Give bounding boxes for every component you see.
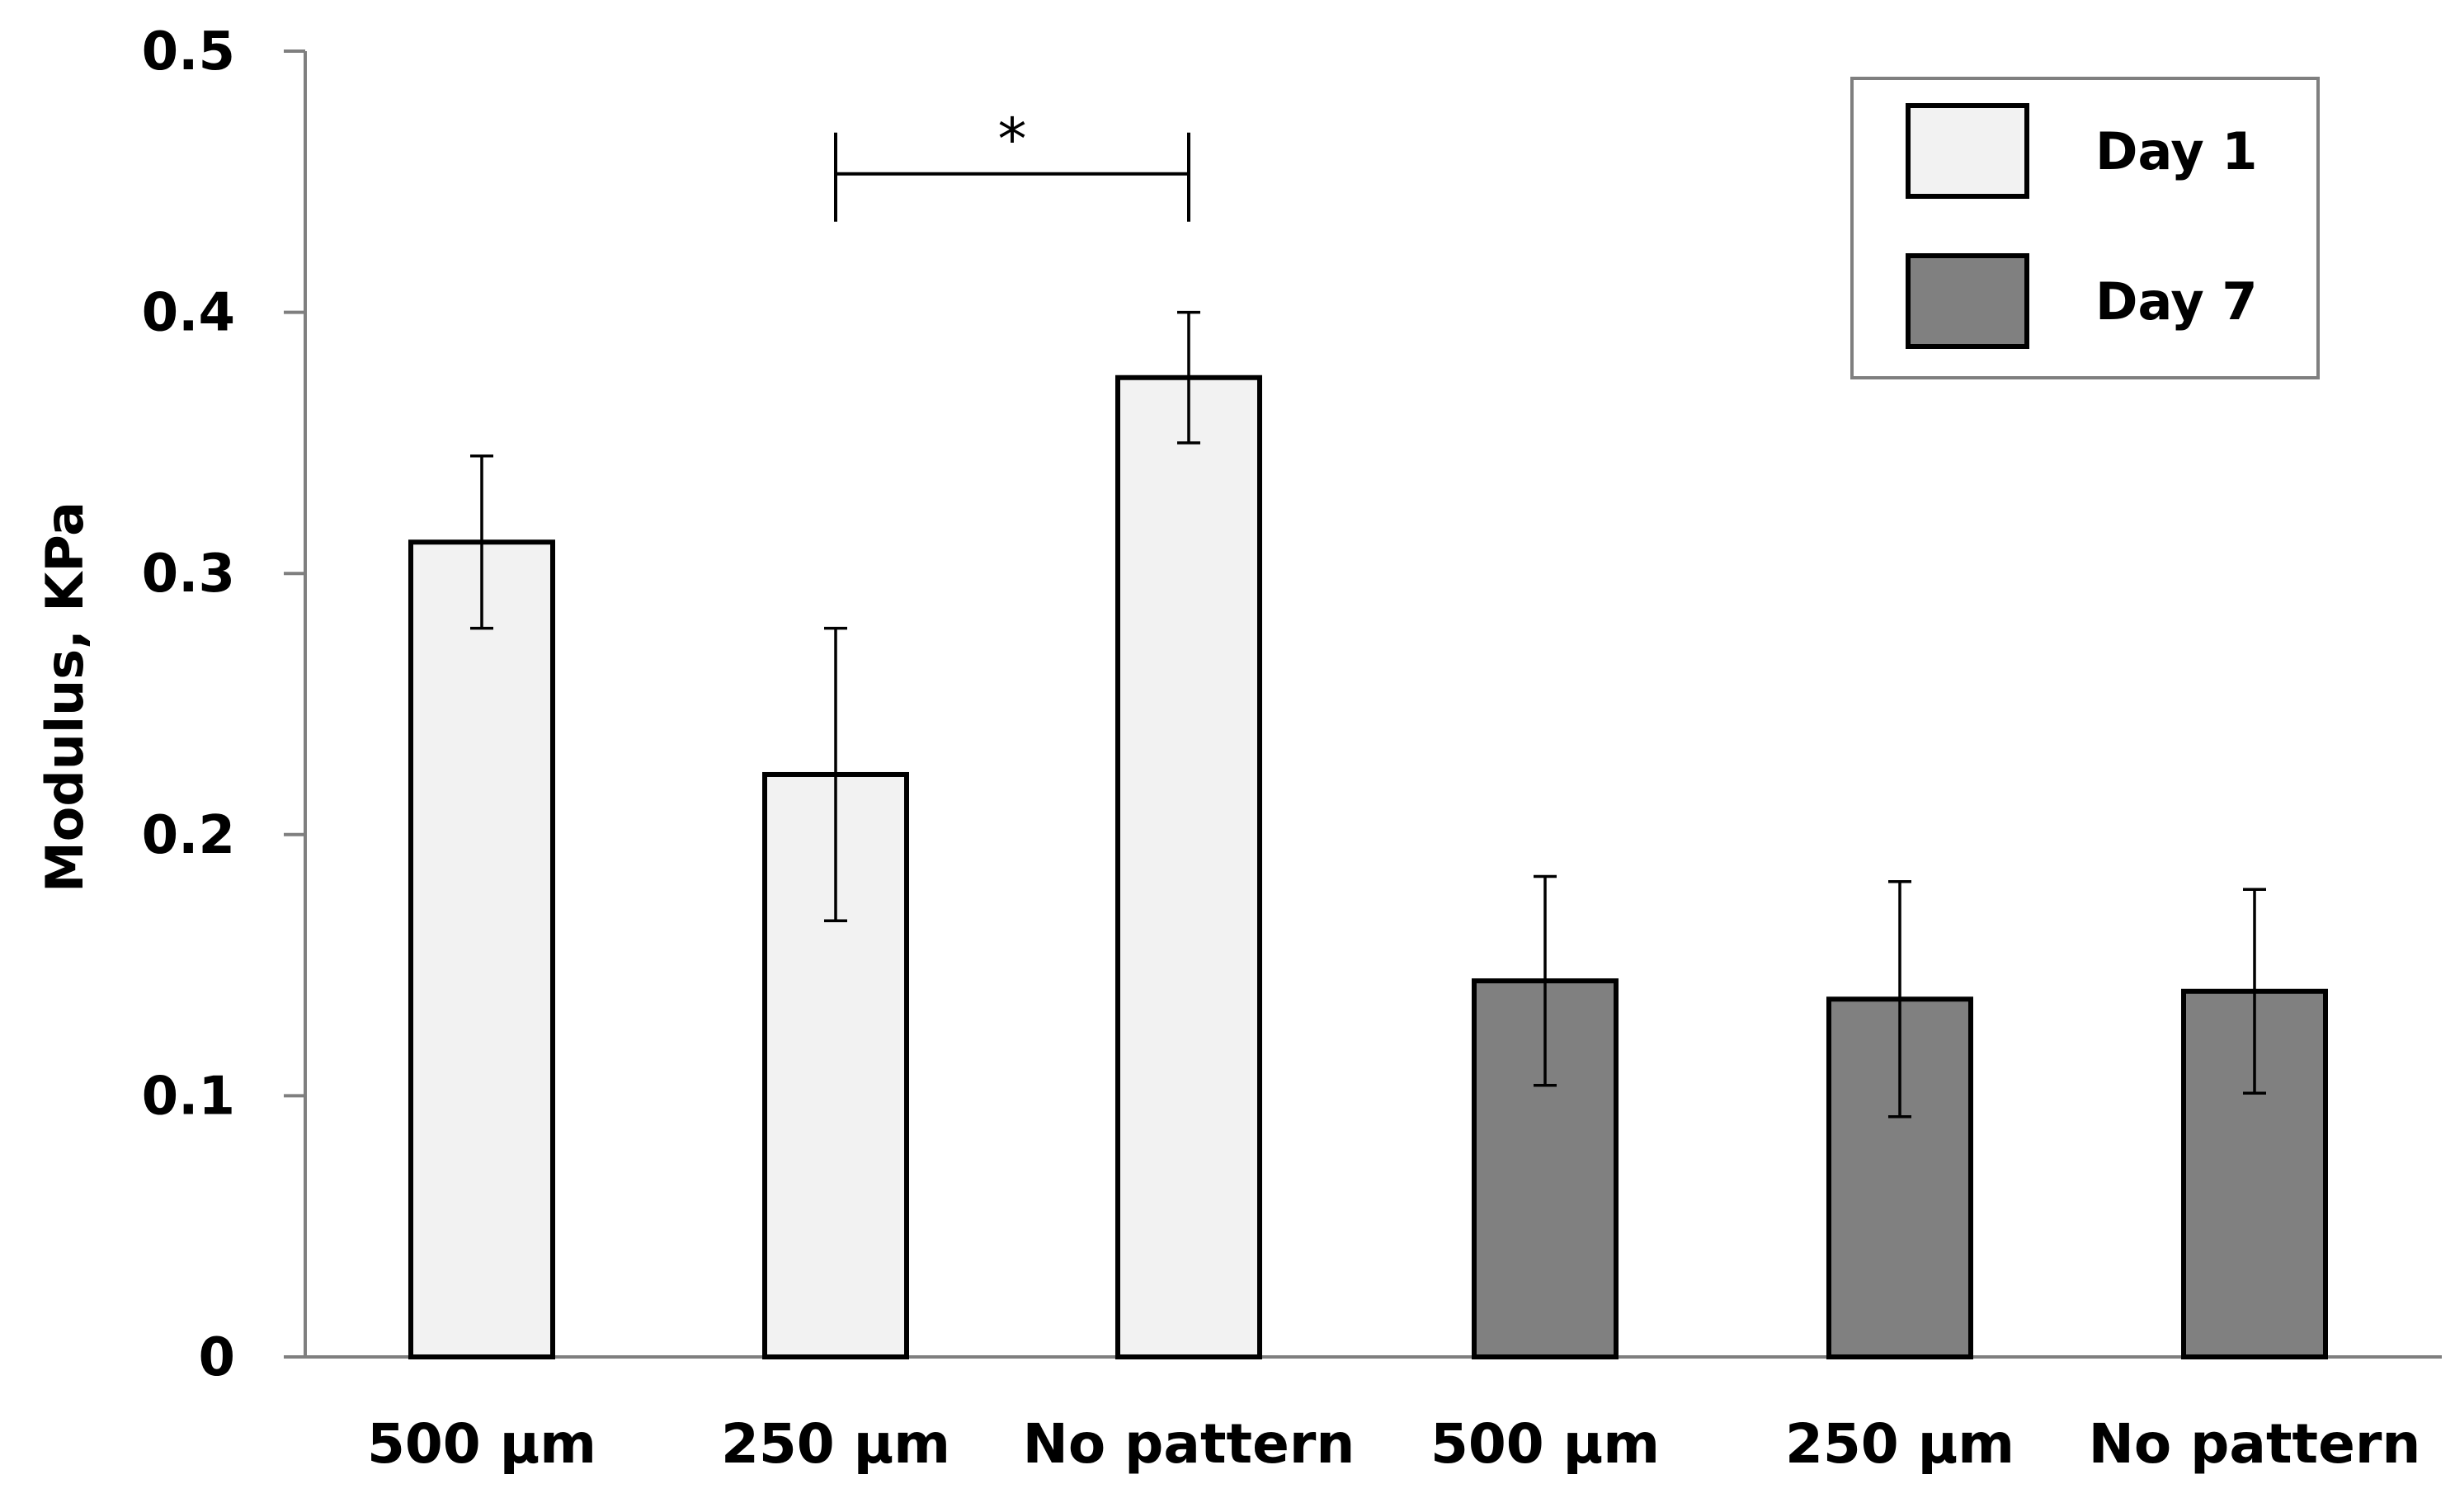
y-tick-label: 0.5 bbox=[142, 21, 235, 82]
x-category-label: No pattern bbox=[2089, 1412, 2421, 1476]
y-tick-label: 0.4 bbox=[142, 283, 235, 344]
bars-layer bbox=[408, 374, 2328, 1360]
x-category-label: No pattern bbox=[1023, 1412, 1355, 1476]
legend-swatch-day1 bbox=[1906, 103, 2029, 199]
bar-day1-0 bbox=[408, 539, 555, 1359]
category-labels: 500 µm 250 µm No pattern 500 µm 250 µm No pat… bbox=[367, 1412, 2420, 1476]
y-axis-title: Modulus, KPa bbox=[35, 502, 95, 893]
x-category-label: 500 µm bbox=[1430, 1412, 1660, 1476]
bar-day1-2 bbox=[1115, 374, 1262, 1359]
legend-label-day1: Day 1 bbox=[2095, 121, 2258, 181]
legend-swatch-day7 bbox=[1906, 253, 2029, 349]
y-tick-label: 0.3 bbox=[142, 544, 235, 605]
x-category-label: 500 µm bbox=[367, 1412, 596, 1476]
significance-star: * bbox=[998, 106, 1027, 173]
legend: Day 1 Day 7 bbox=[1850, 77, 2320, 379]
y-tick-label: 0 bbox=[198, 1327, 235, 1388]
error-bars-layer bbox=[470, 310, 2266, 1119]
y-axis: 0 0.1 0.2 0.3 0.4 0.5 bbox=[142, 21, 307, 1388]
legend-label-day7: Day 7 bbox=[2095, 271, 2258, 332]
significance-layer: * bbox=[834, 106, 1190, 222]
x-category-label: 250 µm bbox=[1785, 1412, 2014, 1476]
y-tick-label: 0.2 bbox=[142, 805, 235, 866]
x-category-label: 250 µm bbox=[721, 1412, 950, 1476]
y-tick-label: 0.1 bbox=[142, 1066, 235, 1127]
